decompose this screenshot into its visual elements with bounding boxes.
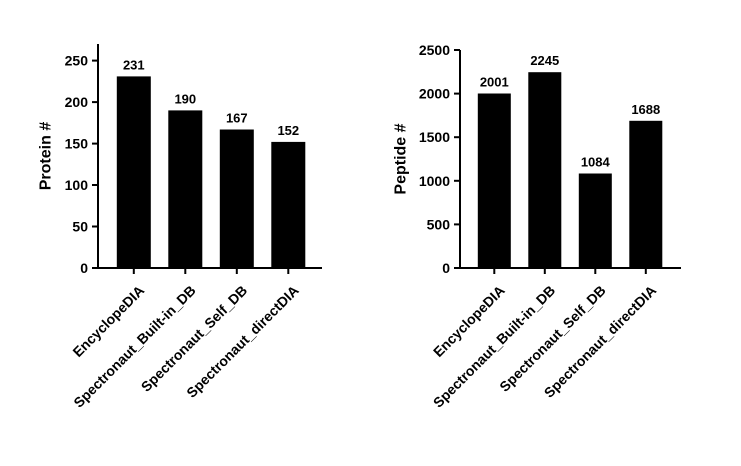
bar xyxy=(528,72,562,268)
bar xyxy=(578,173,612,268)
y-tick-label: 2500 xyxy=(419,42,450,58)
bar xyxy=(116,76,151,269)
y-tick-label: 2000 xyxy=(419,86,450,102)
y-axis-title: Protein # xyxy=(38,122,55,191)
y-tick-label: 1500 xyxy=(419,129,450,145)
bar xyxy=(219,129,254,268)
y-tick-label: 0 xyxy=(442,260,450,276)
y-tick-label: 0 xyxy=(80,260,88,276)
y-tick-label: 500 xyxy=(427,216,451,232)
bar xyxy=(168,110,203,269)
data-label: 2001 xyxy=(480,75,509,90)
y-tick-label: 200 xyxy=(65,94,89,110)
data-label: 231 xyxy=(123,57,145,72)
y-tick-label: 150 xyxy=(65,136,89,152)
protein-chart: 231EncyclopeDIA190Spectronaut_Built-in_D… xyxy=(38,44,322,411)
data-label: 1688 xyxy=(631,102,660,117)
data-label: 2245 xyxy=(530,53,559,68)
data-label: 190 xyxy=(174,91,196,106)
y-tick-label: 250 xyxy=(65,53,89,69)
bar xyxy=(629,120,663,268)
peptide-chart: 2001EncyclopeDIA2245Spectronaut_Built-in… xyxy=(393,42,681,411)
bar xyxy=(271,141,306,268)
y-axis-title: Peptide # xyxy=(393,123,410,194)
data-label: 167 xyxy=(226,111,248,126)
y-tick-label: 100 xyxy=(65,177,89,193)
y-tick-label: 50 xyxy=(72,219,88,235)
data-label: 1084 xyxy=(581,155,611,170)
y-tick-label: 1000 xyxy=(419,173,450,189)
bar xyxy=(477,93,511,268)
data-label: 152 xyxy=(277,123,299,138)
